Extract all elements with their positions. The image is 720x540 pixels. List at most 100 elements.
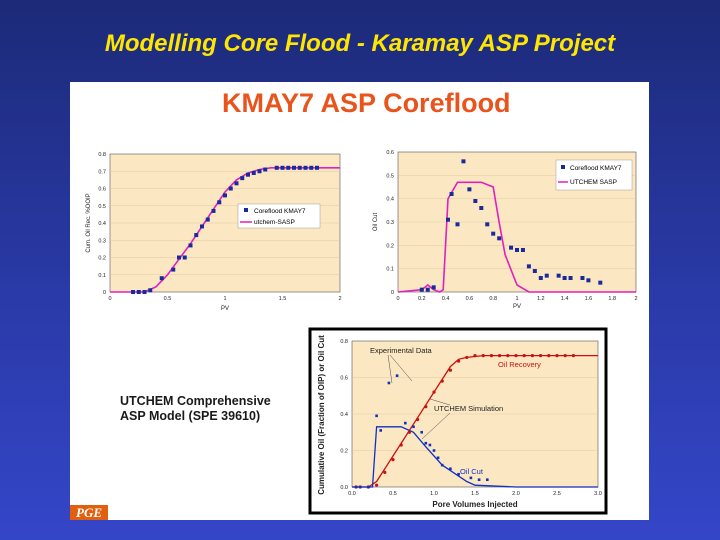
legend-marker-square — [561, 165, 565, 169]
data-point — [580, 276, 585, 280]
data-point — [445, 217, 450, 222]
data-point — [455, 222, 460, 227]
annotation-oil-cut: Oil Cut — [460, 467, 484, 476]
y-tick-label: 0.4 — [386, 197, 394, 203]
data-point — [555, 354, 559, 358]
recovery-chart: 0 0.5 1 1.5 2 0 0.1 0.2 0.3 0.4 0.5 0.6 0.7 0.8 PV C… — [86, 152, 342, 312]
y-axis-label: Oil Cut — [373, 213, 379, 232]
x-tick-label: 1.8 — [608, 296, 616, 302]
data-point — [481, 354, 485, 358]
y-axis-label: Cumulative Oil (Fraction of OIP) or Oil … — [317, 335, 326, 495]
y-tick-label: 0.2 — [340, 449, 348, 455]
data-point — [424, 441, 428, 445]
y-tick-label: 0.6 — [386, 150, 394, 156]
data-point — [223, 193, 227, 198]
x-tick-label: 2.5 — [553, 491, 561, 497]
annotation-arrow — [387, 354, 393, 384]
data-point — [159, 276, 164, 281]
data-point — [297, 165, 302, 170]
data-point — [257, 169, 262, 174]
oilcut-chart: 0 0.2 0.4 0.6 0.8 1 1.2 1.4 1.6 1.8 2 0 0.1 0.2 0.3 0.… — [373, 150, 638, 310]
legend: Coreflood KMAY7 utchem-SASP — [237, 203, 321, 229]
data-point — [562, 276, 567, 280]
data-point — [440, 379, 444, 383]
data-point — [171, 267, 176, 272]
x-tick-label: 3.0 — [594, 491, 602, 497]
y-tick-label: 0 — [391, 290, 394, 296]
legend-entry: Coreflood KMAY7 — [570, 165, 622, 172]
y-axis-label: Cum. Oil Rec. %OOIP — [86, 193, 92, 252]
data-point — [509, 245, 514, 250]
x-tick-label: 0.5 — [164, 296, 172, 302]
y-tick-label: 0.3 — [386, 220, 394, 226]
data-point — [200, 224, 204, 229]
x-tick-label: 2.0 — [512, 491, 520, 497]
data-point — [465, 355, 469, 360]
data-point — [485, 222, 490, 227]
data-point — [367, 485, 370, 489]
data-point — [211, 208, 216, 213]
data-point — [563, 354, 567, 358]
annotation-utchem: UTCHEM Simulation — [434, 404, 503, 413]
x-tick-label: 0.8 — [489, 296, 497, 302]
data-point — [522, 354, 526, 358]
x-tick-label: 0.5 — [389, 491, 397, 497]
data-point — [436, 456, 440, 460]
y-tick-label: 0.0 — [340, 485, 348, 491]
x-axis-label: Pore Volumes Injected — [432, 500, 517, 509]
data-point — [416, 417, 420, 422]
legend-box — [555, 159, 633, 191]
data-point — [387, 381, 391, 385]
data-point — [286, 165, 291, 170]
data-point — [425, 287, 430, 292]
data-point — [399, 443, 403, 447]
note-line: ASP Model (SPE 39610) — [120, 409, 261, 423]
x-tick-label: 0.0 — [348, 491, 356, 497]
data-point — [148, 288, 153, 293]
data-point — [515, 248, 519, 252]
data-point — [246, 172, 250, 177]
data-point — [568, 276, 573, 280]
data-point — [457, 359, 461, 363]
annotation-arrow — [421, 412, 451, 440]
y-tick-label: 0.8 — [98, 152, 106, 158]
x-axis-label: PV — [221, 306, 229, 312]
data-point — [217, 200, 222, 205]
x-tick-label: 1.2 — [537, 296, 545, 302]
data-point — [586, 278, 591, 283]
x-tick-label: 0 — [396, 296, 399, 302]
data-point — [428, 443, 432, 447]
y-tick-label: 0.4 — [340, 412, 348, 418]
data-point — [489, 354, 493, 358]
data-point — [457, 472, 460, 476]
data-point — [477, 478, 481, 481]
legend-box — [237, 203, 321, 229]
x-tick-label: 1.0 — [430, 491, 438, 497]
data-point — [538, 276, 543, 280]
data-point — [379, 429, 382, 432]
note-line: UTCHEM Comprehensive — [120, 394, 271, 408]
data-point — [375, 483, 379, 487]
y-tick-label: 0.3 — [98, 238, 106, 244]
data-point — [354, 485, 358, 489]
data-point — [142, 290, 147, 294]
data-point — [498, 354, 502, 358]
data-point — [315, 165, 319, 170]
y-tick-label: 0.1 — [386, 267, 394, 273]
y-tick-label: 0.5 — [98, 204, 106, 210]
data-point — [431, 285, 436, 290]
y-tick-label: 0.2 — [98, 256, 106, 262]
data-point — [404, 421, 407, 425]
data-point — [263, 167, 268, 172]
legend-entry: Coreflood KMAY7 — [254, 208, 306, 215]
x-tick-label: 2 — [634, 296, 637, 302]
content-panel: KMAY7 ASP Coreflood 0 0.5 1 1.5 2 0 0.1 0.2 0.3… — [70, 82, 649, 520]
data-point — [547, 354, 551, 358]
data-point — [432, 390, 436, 394]
data-point — [188, 243, 193, 248]
data-point — [571, 354, 575, 358]
data-point — [395, 374, 399, 377]
data-point — [420, 430, 423, 434]
model-note: UTCHEM Comprehensive ASP Model (SPE 3961… — [120, 394, 320, 424]
data-point — [182, 255, 187, 260]
